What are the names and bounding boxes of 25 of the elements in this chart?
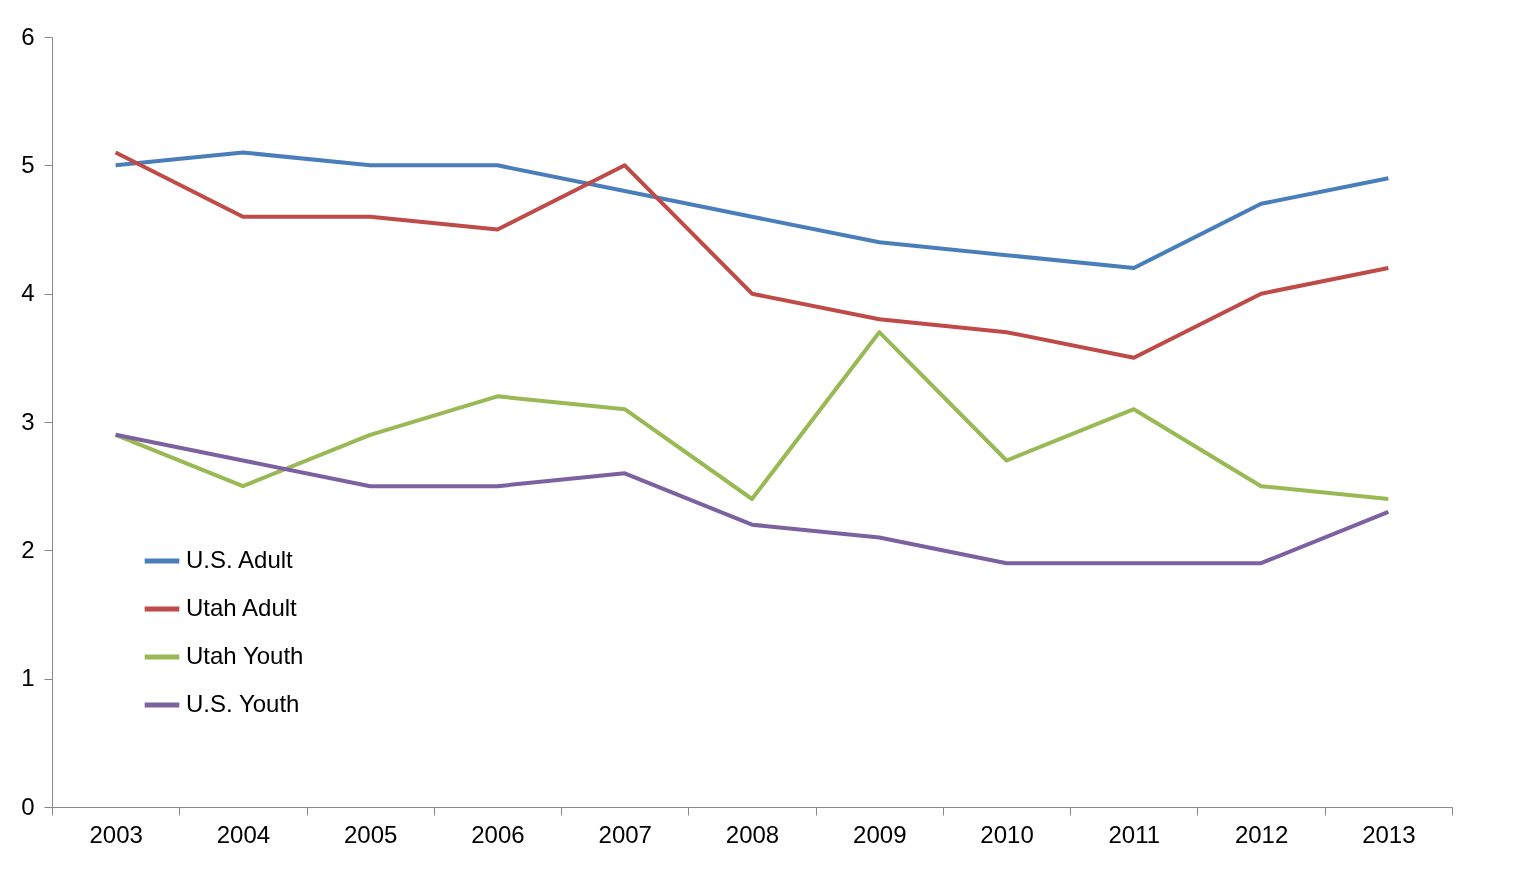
x-tick-label: 2003: [89, 820, 143, 848]
y-tick-label: 4: [21, 279, 35, 307]
legend-label: U.S. Adult: [186, 546, 294, 573]
line-series: [113, 432, 1391, 566]
y-tick-label: 2: [21, 535, 35, 563]
x-tick-label: 2010: [980, 820, 1034, 848]
x-tick-label: 2012: [1234, 820, 1289, 848]
x-tick-label: 2004: [216, 820, 271, 848]
y-tick-label: 1: [21, 664, 35, 692]
x-tick-label: 2013: [1362, 820, 1416, 848]
x-tick-label: 2008: [725, 820, 780, 848]
x-tick-label: 2006: [471, 820, 525, 848]
line-series: [113, 150, 1391, 360]
y-tick-label: 6: [21, 22, 35, 50]
x-tick-label: 2011: [1108, 820, 1161, 848]
x-tick-label: 2007: [598, 820, 652, 848]
legend-label: U.S. Youth: [186, 690, 300, 717]
y-tick-label: 0: [21, 792, 35, 820]
y-tick-label: 3: [21, 407, 35, 435]
y-tick-label: 5: [21, 150, 35, 178]
x-tick-label: 2009: [853, 820, 907, 848]
legend-label: Utah Adult: [186, 594, 298, 621]
line-series: [113, 150, 1391, 270]
legend-label: Utah Youth: [186, 642, 304, 669]
x-tick-label: 2005: [343, 820, 398, 848]
